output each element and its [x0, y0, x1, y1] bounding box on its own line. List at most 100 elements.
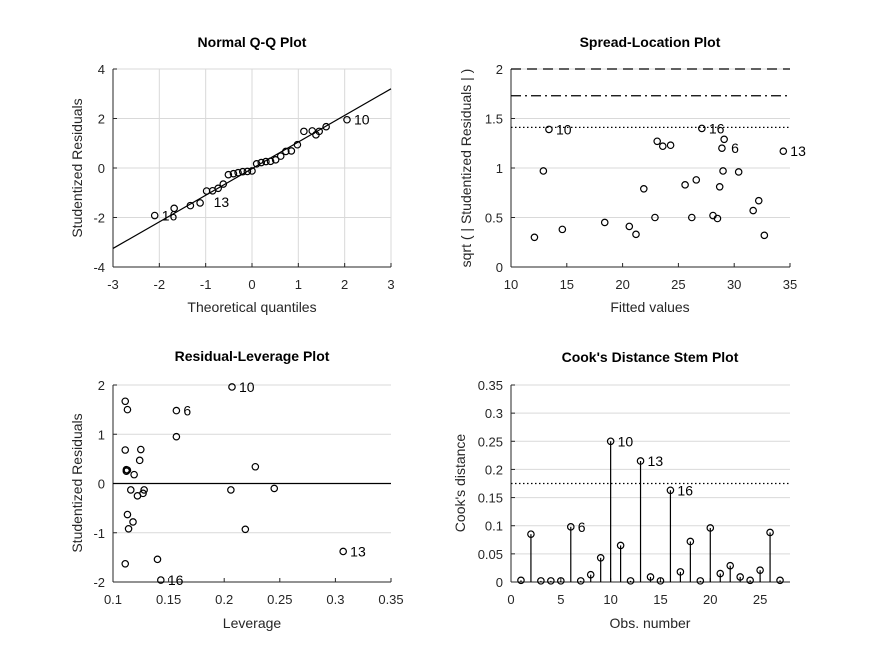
- rl-point: [126, 486, 135, 494]
- cd-y-tick-label: 0.2: [485, 462, 503, 477]
- qq-point: [196, 199, 204, 207]
- cd-stem-marker: [686, 537, 695, 546]
- qq-point: [186, 201, 195, 210]
- rl-point: [227, 486, 235, 494]
- rl-point: [123, 510, 132, 519]
- sl-point: [715, 183, 724, 191]
- rl-point: [270, 484, 279, 493]
- sl-point: [681, 181, 689, 189]
- rl-point: [140, 486, 148, 494]
- rl-point: [129, 518, 137, 526]
- qq-x-tick-label: 1: [295, 277, 302, 292]
- cd-stem-marker: [606, 437, 615, 446]
- sl-y-tick-label: 0: [496, 260, 503, 275]
- qq-point: [248, 167, 256, 175]
- qq-point: [224, 170, 233, 179]
- qq-y-tick-label: 4: [98, 62, 105, 77]
- qq-point-annotation: 10: [354, 112, 370, 128]
- rl-y-tick-label: -2: [93, 575, 105, 590]
- cd-x-tick-label: 5: [557, 592, 564, 607]
- sl-y-tick-label: 0.5: [485, 211, 503, 226]
- sl-point-annotation: 10: [556, 121, 572, 137]
- rl-x-tick-label: 0.25: [267, 592, 292, 607]
- sl-y-tick-label: 2: [496, 62, 503, 77]
- rl-point: [251, 462, 260, 471]
- sl-point: [698, 124, 706, 133]
- rl-y-tick-label: -1: [93, 526, 105, 541]
- cd-x-tick-label: 10: [603, 592, 617, 607]
- qq-plot-title: Normal Q-Q Plot: [198, 34, 307, 50]
- rl-point: [135, 456, 144, 465]
- rl-point-annotation: 10: [239, 379, 255, 395]
- cd-y-tick-label: 0: [496, 575, 503, 590]
- rl-point: [124, 525, 133, 533]
- qq-plot-xlabel: Theoretical quantiles: [187, 299, 316, 315]
- cd-stem-marker: [736, 573, 744, 581]
- qq-plot-panel: Normal Q-Q Plot Theoretical quantiles St…: [69, 34, 395, 315]
- cd-stem-marker: [517, 576, 525, 585]
- rl-y-tick-label: 1: [98, 427, 105, 442]
- qq-point: [252, 159, 261, 168]
- qq-point: [282, 147, 290, 156]
- cd-stem-marker: [776, 576, 784, 585]
- rl-point: [130, 470, 138, 479]
- qq-point: [170, 204, 178, 213]
- sl-y-tick-label: 1.5: [485, 112, 503, 127]
- sl-x-tick-label: 15: [560, 277, 574, 292]
- sl-point: [760, 231, 769, 240]
- qq-point: [271, 156, 280, 164]
- cd-stem-marker: [656, 577, 665, 585]
- rl-point-annotation: 13: [350, 543, 366, 559]
- sl-point: [545, 125, 553, 134]
- cd-stem-marker: [646, 573, 655, 581]
- qq-point: [262, 157, 270, 166]
- rl-point: [121, 446, 130, 454]
- rl-point: [122, 467, 131, 475]
- cd-x-tick-label: 0: [507, 592, 514, 607]
- cd-stem-marker: [527, 530, 535, 538]
- sl-x-tick-label: 20: [615, 277, 629, 292]
- rl-point: [172, 432, 181, 441]
- sl-point: [558, 225, 567, 234]
- sl-point: [539, 167, 548, 175]
- qq-x-tick-label: -1: [200, 277, 212, 292]
- rl-point: [241, 525, 250, 534]
- sl-point: [658, 142, 667, 151]
- rl-y-tick-label: 2: [98, 378, 105, 393]
- qq-point: [229, 169, 238, 178]
- cd-stem-marker: [726, 561, 735, 570]
- residual-leverage-plot-ylabel: Studentized Residuals: [69, 413, 85, 552]
- qq-point: [234, 168, 242, 177]
- sl-point: [687, 213, 696, 222]
- cd-stem-marker: [676, 568, 685, 576]
- cd-point-annotation: 10: [618, 433, 634, 449]
- sl-x-tick-label: 10: [504, 277, 518, 292]
- cd-stem-marker: [766, 528, 774, 537]
- cd-x-tick-label: 15: [653, 592, 667, 607]
- cd-stem-marker: [557, 577, 565, 585]
- rl-point-annotation: 16: [168, 572, 184, 588]
- cd-y-tick-label: 0.25: [478, 434, 503, 449]
- qq-x-tick-label: 0: [248, 277, 255, 292]
- cd-stem-marker: [666, 486, 675, 495]
- qq-x-tick-label: -2: [154, 277, 166, 292]
- cd-stem-marker: [746, 576, 754, 585]
- qq-point-annotation: 16: [162, 208, 178, 224]
- sl-point: [718, 144, 726, 153]
- residual-leverage-plot-area: 0.1 0.15 0.2 0.25 0.3 0.35 -2 -1 0 1 2 10 6 13 16: [93, 378, 403, 607]
- qq-point: [315, 127, 323, 136]
- rl-point: [123, 466, 132, 475]
- qq-point: [293, 140, 302, 149]
- rl-x-tick-label: 0.15: [156, 592, 181, 607]
- sl-y-tick-label: 1: [496, 161, 503, 176]
- qq-plot-area: -3 -2 -1 0 1 2 3 -4 -2 0 2 4 10 16 13: [93, 62, 394, 292]
- cd-stem-marker: [716, 569, 725, 578]
- sl-point: [713, 214, 722, 223]
- sl-point: [779, 147, 788, 155]
- sl-point: [720, 135, 728, 144]
- sl-point: [600, 218, 609, 227]
- cd-y-tick-label: 0.1: [485, 519, 503, 534]
- cd-stem-marker: [696, 577, 705, 585]
- qq-point: [343, 115, 351, 124]
- spread-location-plot-area: 10 15 20 25 30 35 0 0.5 1 1.5 2 10 16 6 13: [485, 62, 806, 292]
